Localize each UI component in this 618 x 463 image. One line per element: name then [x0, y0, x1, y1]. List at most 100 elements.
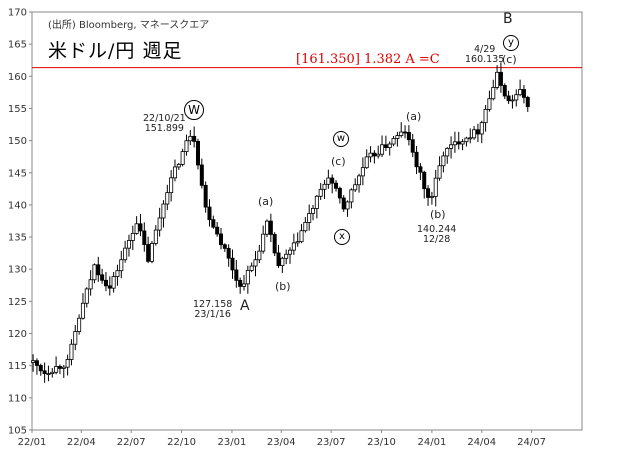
- x-tick-label: 23/10: [367, 437, 396, 448]
- wave-c1-label: (c): [331, 155, 346, 168]
- candle-body: [107, 285, 112, 289]
- candle-body: [372, 152, 377, 157]
- y-peak-price: 160.135: [465, 54, 505, 65]
- wave-w-label: W: [184, 100, 204, 120]
- candle-body: [326, 177, 331, 185]
- candle-body: [322, 183, 327, 190]
- fibonacci-target-label: [161.350] 1.382 A =C: [296, 52, 440, 67]
- candle-body: [192, 135, 197, 142]
- candle-body: [460, 141, 465, 145]
- y-tick-label: 165: [8, 40, 27, 51]
- candle-body: [119, 259, 124, 272]
- y-tick-label: 120: [8, 329, 27, 340]
- candle-body: [483, 108, 488, 124]
- candle-body: [510, 99, 515, 102]
- candle-body: [103, 279, 108, 287]
- candle-body: [387, 143, 392, 149]
- candles-group: [31, 62, 530, 383]
- candle-body: [410, 139, 415, 153]
- candle-body: [42, 370, 47, 375]
- candle-body: [34, 360, 39, 366]
- candle-body: [88, 279, 93, 290]
- candle-body: [203, 184, 208, 208]
- x-tick-label: 23/04: [267, 437, 296, 448]
- candle-body: [153, 229, 158, 244]
- candle-body: [383, 144, 388, 149]
- candle-body: [180, 151, 185, 165]
- candle-body: [73, 331, 78, 345]
- source-note: (出所) Bloomberg, マネースクエア: [48, 20, 210, 31]
- candle-body: [169, 177, 174, 194]
- candle-body: [376, 153, 381, 157]
- axes: 105 110 115 120 125 130 135 140 145 150 155 160 165 1…: [8, 8, 583, 448]
- candle-body: [157, 217, 162, 231]
- candle-body: [303, 222, 308, 232]
- wave-b2-label: (b): [430, 208, 446, 221]
- candle-body: [242, 283, 247, 287]
- x-tick-label: 22/01: [18, 437, 47, 448]
- candle-body: [211, 219, 216, 228]
- candle-body: [395, 135, 400, 139]
- wave-b1-label: (b): [275, 280, 291, 293]
- candle-body: [54, 366, 59, 373]
- candle-body: [345, 201, 350, 210]
- candle-body: [138, 223, 143, 232]
- y-tick-label: 110: [8, 393, 27, 404]
- a-low-price: 127.158: [193, 299, 233, 310]
- candle-body: [230, 257, 235, 271]
- x-tick-label: 23/07: [317, 437, 346, 448]
- candle-body: [126, 240, 131, 249]
- candle-body: [337, 187, 342, 199]
- candle-body: [299, 230, 304, 243]
- y-tick-label: 155: [8, 104, 27, 115]
- y-peak-date: 4/29: [473, 44, 496, 55]
- wave-a1-label: (a): [258, 195, 274, 208]
- candle-body: [257, 250, 262, 261]
- candle-body: [100, 274, 105, 281]
- candle-body: [364, 156, 369, 169]
- y-tick-label: 145: [8, 168, 27, 179]
- candle-body: [452, 141, 457, 146]
- candle-body: [330, 177, 335, 184]
- y-tick-label: 125: [8, 297, 27, 308]
- x-tick-label: 22/07: [117, 437, 146, 448]
- candle-body: [487, 98, 492, 110]
- candle-body: [433, 177, 438, 197]
- x-tick-label: 24/07: [517, 437, 546, 448]
- candle-body: [341, 197, 346, 210]
- plot-frame: [31, 11, 583, 431]
- candle-body: [226, 247, 231, 259]
- candle-body: [268, 220, 273, 235]
- x-tick-label: 24/04: [467, 437, 496, 448]
- w-peak-date: 22/10/21: [143, 113, 186, 124]
- candle-body: [222, 244, 227, 249]
- b2-low-price: 140.244: [417, 224, 457, 235]
- a-low-label: 127.158 23/1/16: [193, 300, 232, 320]
- y-tick-label: 160: [8, 72, 27, 83]
- candle-body: [391, 138, 396, 145]
- candle-body: [475, 129, 480, 135]
- candle-body: [525, 97, 530, 108]
- candle-body: [368, 152, 373, 158]
- candle-body: [80, 302, 85, 319]
- candle-body: [468, 137, 473, 140]
- candle-body: [495, 71, 500, 88]
- x-tick-label: 22/04: [67, 437, 96, 448]
- candle-body: [31, 360, 36, 363]
- b2-low-label: 140.244 12/28: [417, 225, 456, 245]
- candle-body: [188, 135, 193, 142]
- candle-body: [199, 164, 204, 186]
- candle-body: [445, 148, 450, 157]
- candle-body: [456, 141, 461, 145]
- y-peak-label: 4/29 160.135: [465, 45, 504, 65]
- wave-x-label: x: [334, 229, 350, 245]
- candle-body: [314, 195, 319, 209]
- candle-body: [521, 89, 526, 98]
- candle-body: [115, 270, 120, 277]
- w-peak-price: 151.899: [144, 123, 184, 134]
- y-tick-label: 135: [8, 233, 27, 244]
- candle-body: [161, 203, 166, 219]
- candle-body: [184, 140, 189, 153]
- candle-body: [380, 144, 385, 155]
- candle-body: [276, 252, 281, 267]
